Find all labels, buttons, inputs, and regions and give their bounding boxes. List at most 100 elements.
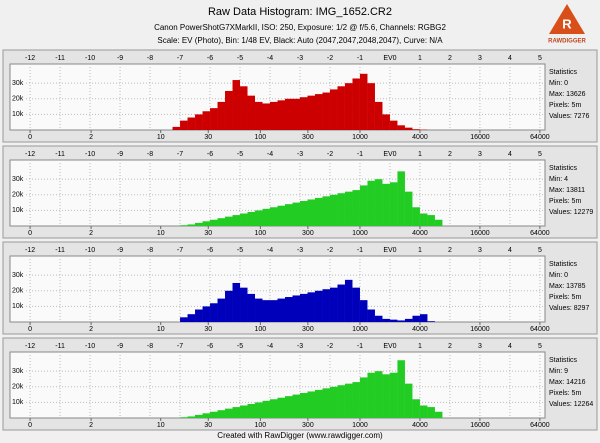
histogram-bar [277,397,285,418]
histogram-bar [262,400,271,418]
subtitle: Canon PowerShotG7XMarkII, ISO: 250, Expo… [154,23,446,32]
x-tick-label: -12 [25,55,35,62]
histogram-bar [240,287,248,322]
histogram-bar [270,300,278,322]
histogram-bar [307,391,315,418]
histogram-bar [404,191,413,226]
y-tick-label: 20k [12,96,24,103]
histogram-bar [359,377,368,418]
x2-tick-label: 0 [28,134,32,141]
x-tick-label: 1 [418,343,422,350]
x-tick-label: -7 [177,151,183,158]
histogram-bar [397,360,405,418]
x-tick-label: 3 [478,247,482,254]
x-tick-label: 1 [418,55,422,62]
histogram-bar [329,386,338,418]
x-tick-label: -2 [327,151,333,158]
stats-line: Pixels: 5m [549,102,581,109]
histogram-bar [202,221,211,226]
histogram-bar [299,293,308,322]
x-tick-label: -3 [297,55,303,62]
x2-tick-label: 10 [157,230,165,237]
x-tick-label: 2 [448,151,452,158]
x2-tick-label: 4000 [412,422,428,429]
histogram-bar [322,92,330,130]
y-tick-label: 20k [12,384,24,391]
x2-tick-label: 1000 [352,422,368,429]
histogram-bar [284,204,293,226]
histogram-bar [262,103,271,130]
stats-line: Values: 12279 [549,209,593,216]
x-tick-label: -3 [297,151,303,158]
histogram-bar [337,385,345,418]
histogram-bar [314,197,323,226]
x-tick-label: 5 [538,151,542,158]
histogram-bar [247,95,256,130]
histogram-bar [284,396,293,418]
histogram-bar [329,89,338,130]
histogram-bar [337,193,345,226]
histogram-bar [344,83,353,130]
histogram-bar [225,290,233,322]
x-tick-label: -10 [85,343,95,350]
histogram-bar [382,114,390,130]
histogram-bar [202,306,211,322]
x-tick-label: 2 [448,55,452,62]
x-tick-label: 4 [508,151,512,158]
histogram-bar [389,319,398,322]
x-tick-label: -9 [117,55,123,62]
x-tick-label: EV0 [383,343,396,350]
histogram-bar [247,211,256,226]
x-tick-label: -8 [147,55,153,62]
x2-tick-label: 300 [302,326,314,333]
x2-tick-label: 30 [204,230,212,237]
histogram-bar [255,210,263,226]
histogram-bar [180,417,188,418]
x-tick-label: -1 [357,343,363,350]
y-tick-label: 20k [12,288,24,295]
histogram-bar [172,126,181,130]
histogram-bar [299,393,308,418]
x2-tick-label: 100 [255,422,267,429]
x-tick-label: -1 [357,55,363,62]
x2-tick-label: 10 [157,326,165,333]
histogram-bar [195,309,203,322]
histogram-bar [389,120,398,130]
x-tick-label: -9 [117,343,123,350]
logo-text: RAWDIGGER [548,39,586,45]
histogram-bar [210,219,218,226]
logo-icon [549,4,585,34]
histogram-bar [202,111,211,130]
y-tick-label: 30k [12,368,24,375]
histogram-bar [344,383,353,418]
x2-tick-label: 1000 [352,326,368,333]
histogram-bar [232,282,241,322]
x2-tick-label: 0 [28,326,32,333]
stats-line: Min: 4 [549,176,568,183]
histogram-bar [299,201,308,226]
histogram-bar [352,190,360,226]
histogram-bar [329,287,338,322]
histogram-bar [389,182,398,226]
histogram-bar [374,101,383,130]
histogram-bar [270,207,278,226]
x2-tick-label: 64000 [530,422,550,429]
histogram-bar [187,314,196,322]
x-tick-label: 4 [508,55,512,62]
histogram-bar [412,207,420,226]
histogram-bar [255,101,263,130]
histogram-bar [240,405,248,418]
histogram-bar [262,208,271,226]
histogram-bar [404,383,413,418]
x-tick-label: 3 [478,343,482,350]
x-tick-label: -10 [85,247,95,254]
stats-line: Pixels: 5m [549,390,581,397]
histogram-bar [210,108,218,130]
histogram-bar [210,303,218,322]
histogram-bar [314,389,323,418]
histogram-bar [367,180,375,226]
x-tick-label: EV0 [383,55,396,62]
x-tick-label: -4 [267,55,273,62]
x2-tick-label: 64000 [530,230,550,237]
histogram-bar [419,405,428,418]
